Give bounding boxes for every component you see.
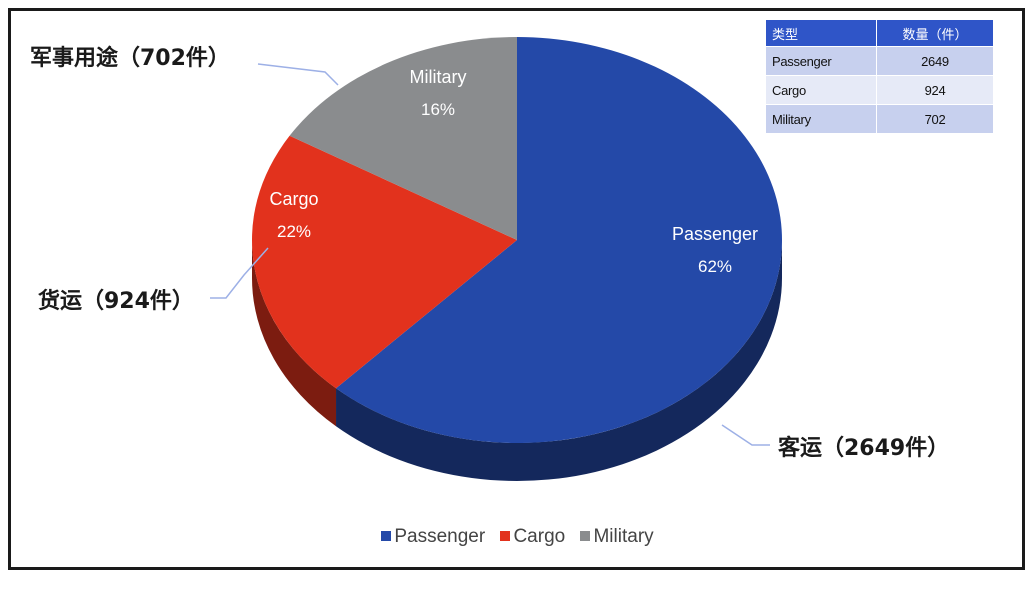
pie-slice-cargo (252, 135, 518, 389)
legend-label: Cargo (513, 526, 566, 547)
pie-side-cargo (252, 240, 337, 427)
pie-slice-military (289, 37, 517, 240)
table-cell-count: 924 (876, 75, 994, 105)
table-row: Military 702 (765, 104, 994, 134)
legend: Passenger Cargo Military (0, 526, 1035, 548)
pie-slices-group (252, 37, 783, 444)
table-cell-count: 2649 (876, 46, 994, 76)
slice-pct-cargo: 22% (277, 222, 311, 241)
data-table: 类型 数量（件） Passenger 2649 Cargo 924 Milita… (765, 19, 994, 134)
callout-military: 军事用途（702件） (30, 46, 230, 71)
callout-cargo: 货运（924件） (38, 289, 194, 314)
slice-pct-passenger: 62% (698, 257, 732, 276)
legend-label: Passenger (394, 526, 486, 547)
pie-depth-group (252, 240, 782, 481)
slice-labels-group: Passenger 62% Cargo 22% Military 16% (269, 67, 758, 276)
leader-line-passenger (721, 424, 770, 446)
legend-item-military: Military (580, 526, 654, 548)
slice-pct-military: 16% (421, 100, 455, 119)
legend-swatch-military (580, 531, 591, 541)
slice-label-cargo: Cargo (269, 189, 318, 209)
table-header-row: 类型 数量（件） (765, 19, 994, 47)
table-header-count: 数量（件） (876, 19, 994, 47)
legend-item-passenger: Passenger (381, 526, 485, 548)
leader-lines-group (210, 63, 770, 446)
pie-side-passenger (336, 240, 782, 481)
callout-passenger: 客运（2649件） (778, 436, 950, 461)
leader-line-military (257, 63, 339, 86)
table-cell-type: Passenger (765, 46, 877, 76)
table-cell-type: Military (765, 104, 877, 134)
leader-line-cargo (210, 247, 269, 299)
slice-label-passenger: Passenger (672, 224, 758, 244)
table-row: Cargo 924 (765, 75, 994, 105)
legend-swatch-passenger (381, 531, 392, 541)
table-row: Passenger 2649 (765, 46, 994, 76)
table-cell-count: 702 (876, 104, 994, 134)
legend-label: Military (593, 526, 654, 547)
legend-item-cargo: Cargo (500, 526, 565, 548)
slice-label-military: Military (410, 67, 467, 87)
pie-slice-passenger (336, 37, 783, 444)
legend-swatch-cargo (500, 531, 511, 541)
table-cell-type: Cargo (765, 75, 877, 105)
table-header-type: 类型 (765, 19, 877, 47)
